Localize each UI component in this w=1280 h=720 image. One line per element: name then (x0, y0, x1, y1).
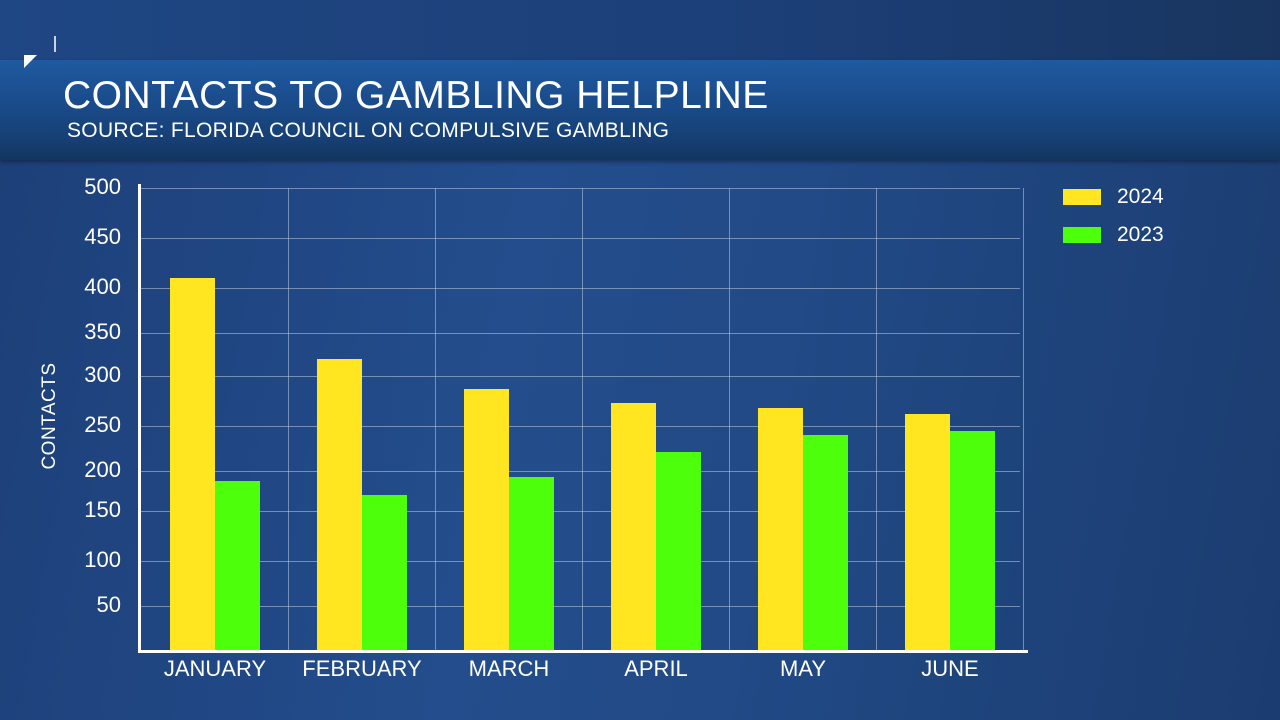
x-tick-label: FEBRUARY (302, 656, 422, 681)
gridline-horizontal (140, 471, 1020, 472)
gridline-horizontal (140, 238, 1020, 239)
y-tick-label: 500 (84, 174, 121, 199)
gridline-vertical (582, 188, 583, 650)
title-banner (0, 60, 1280, 160)
chart-source: SOURCE: FLORIDA COUNCIL ON COMPULSIVE GA… (67, 119, 670, 142)
gridline-vertical (876, 188, 877, 650)
gridline-horizontal (140, 376, 1020, 377)
x-axis-line (138, 650, 1028, 653)
gridline-horizontal (140, 606, 1020, 607)
x-tick-label: APRIL (624, 656, 688, 681)
x-tick-label: JUNE (921, 656, 979, 681)
legend-swatch-2023 (1063, 227, 1101, 243)
y-tick-label: 100 (84, 547, 121, 572)
y-tick-label: 400 (84, 274, 121, 299)
corner-triangle-icon (24, 55, 37, 68)
gridline-horizontal (140, 426, 1020, 427)
y-tick-label: 350 (84, 319, 121, 344)
bar-2023-february (362, 495, 407, 650)
bar-2023-january (215, 480, 260, 650)
bar-2024-may (758, 408, 803, 650)
y-tick-label: 200 (84, 457, 121, 482)
bar-2023-march (509, 477, 554, 650)
legend-swatch-2024 (1063, 189, 1101, 205)
legend-item-2024: 2024 (1063, 185, 1164, 209)
plot-area (140, 188, 1024, 650)
gridline-horizontal (140, 188, 1020, 189)
y-tick-label: 450 (84, 224, 121, 249)
decorative-tick-mark (54, 36, 56, 52)
bar-2023-may (803, 435, 848, 650)
bar-2023-june (950, 431, 995, 650)
gridline-vertical (288, 188, 289, 650)
legend-label: 2024 (1117, 185, 1164, 208)
bar-2024-january (170, 278, 215, 650)
gridline-horizontal (140, 561, 1020, 562)
legend-label: 2023 (1117, 223, 1164, 246)
y-tick-label: 50 (96, 592, 121, 617)
top-band (0, 0, 1280, 60)
y-tick-label: 150 (84, 497, 121, 522)
gridline-horizontal (140, 511, 1020, 512)
gridline-horizontal (140, 333, 1020, 334)
gridline-vertical (435, 188, 436, 650)
legend-item-2023: 2023 (1063, 223, 1164, 247)
y-tick-label: 300 (84, 362, 121, 387)
x-tick-label: MARCH (468, 656, 550, 681)
gridline-vertical (729, 188, 730, 650)
bar-2024-june (905, 414, 950, 650)
x-tick-label: JANUARY (163, 656, 267, 681)
y-axis-label: CONTACTS (39, 362, 60, 470)
bar-2024-march (464, 389, 509, 650)
gridline-horizontal (140, 288, 1020, 289)
y-axis-line (138, 184, 141, 653)
x-tick-label: MAY (779, 656, 827, 681)
y-tick-label: 250 (84, 412, 121, 437)
bar-2024-april (611, 403, 656, 650)
bar-2023-april (656, 452, 701, 650)
bar-2024-february (317, 358, 362, 650)
gridline-vertical (1023, 188, 1024, 650)
chart-title: CONTACTS TO GAMBLING HELPLINE (63, 74, 769, 117)
